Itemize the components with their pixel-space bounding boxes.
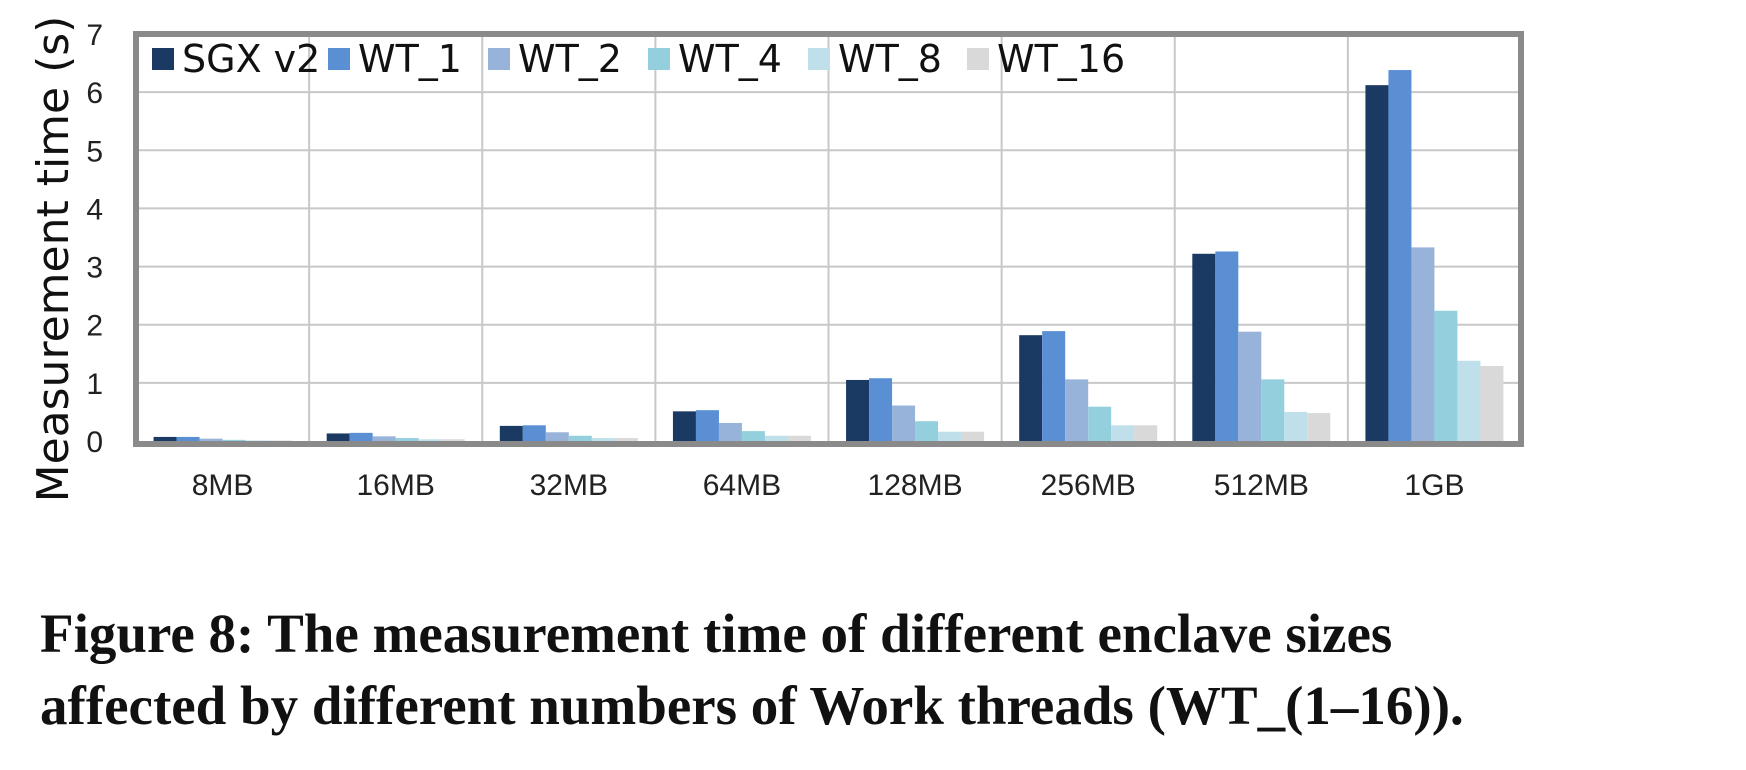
x-tick-label: 32MB <box>530 469 608 502</box>
bar <box>395 438 419 441</box>
legend-swatch <box>328 48 350 70</box>
bar <box>441 439 465 441</box>
y-tick-label: 7 <box>86 19 103 52</box>
legend-swatch <box>967 48 989 70</box>
bar <box>672 411 696 441</box>
legend-entry: WT_1 <box>328 37 462 81</box>
x-tick-label: 512MB <box>1214 469 1309 502</box>
x-tick-label: 1GB <box>1404 469 1464 502</box>
figure-caption: Figure 8: The measurement time of differ… <box>40 598 1720 742</box>
bar <box>222 439 246 441</box>
plot-frame <box>133 31 1524 447</box>
bar <box>1088 406 1112 441</box>
bar <box>869 378 893 441</box>
bar <box>1261 379 1285 441</box>
bar <box>695 410 719 441</box>
bar <box>1480 365 1504 441</box>
bars <box>153 70 1504 441</box>
bar <box>245 440 269 441</box>
legend-entry: SGX v2 <box>152 37 320 81</box>
bar <box>1215 251 1239 441</box>
bar <box>176 436 200 441</box>
bar <box>1042 331 1066 441</box>
x-tick-label: 64MB <box>703 469 781 502</box>
bar <box>1111 425 1135 441</box>
bar <box>961 431 985 441</box>
bar <box>372 436 396 441</box>
legend-entry: WT_16 <box>967 37 1125 81</box>
bar <box>1192 253 1216 441</box>
bar <box>326 433 350 441</box>
bar <box>1411 247 1435 441</box>
y-tick-label: 0 <box>86 426 103 459</box>
y-tick-label: 6 <box>86 77 103 110</box>
bar <box>892 405 916 441</box>
x-tick-labels: 8MB 16MB 32MB 64MB 128MB 256MB 512MB 1GB <box>192 469 1465 502</box>
y-tick-label: 2 <box>86 310 103 343</box>
bar <box>938 431 962 441</box>
bar <box>591 438 615 441</box>
bar <box>1434 310 1458 441</box>
legend-label: WT_1 <box>358 37 462 81</box>
bar <box>1065 379 1089 441</box>
legend-swatch <box>808 48 830 70</box>
legend-entry: WT_4 <box>648 37 782 81</box>
y-tick-label: 5 <box>86 135 103 168</box>
legend-entry: WT_8 <box>808 37 942 81</box>
caption-line-1: Figure 8: The measurement time of differ… <box>40 603 1393 664</box>
y-tick-label: 1 <box>86 368 103 401</box>
bar <box>614 438 638 441</box>
bar <box>787 435 811 441</box>
bar <box>915 421 939 441</box>
bar <box>1238 331 1262 441</box>
bar <box>1457 360 1481 441</box>
x-tick-label: 16MB <box>357 469 435 502</box>
bar <box>1284 411 1308 441</box>
bar <box>268 440 292 441</box>
legend-label: WT_16 <box>997 37 1125 81</box>
bar <box>522 425 546 441</box>
bar <box>764 435 788 441</box>
x-tick-label: 128MB <box>868 469 963 502</box>
legend-entry: WT_2 <box>488 37 622 81</box>
y-tick-label: 4 <box>86 193 103 226</box>
caption-line-2: affected by different numbers of Work th… <box>40 675 1464 736</box>
bar <box>199 438 223 441</box>
legend-label: WT_2 <box>518 37 622 81</box>
bar <box>1134 425 1158 441</box>
legend: SGX v2 WT_1 WT_2 WT_4 WT_8 WT_16 <box>152 37 1125 81</box>
bar <box>349 432 373 441</box>
bar <box>741 431 765 441</box>
bar <box>545 432 569 441</box>
y-axis-label: Measurement time (s) <box>28 16 79 503</box>
legend-swatch <box>152 48 174 70</box>
bar <box>153 436 177 441</box>
legend-label: SGX v2 <box>182 37 320 81</box>
legend-swatch <box>488 48 510 70</box>
bar-chart: 0 1 2 3 4 5 6 7 8MB 16MB 32MB 64MB 128MB 256MB 512MB 1… <box>28 16 1524 503</box>
bar <box>499 425 523 441</box>
bar <box>418 439 442 441</box>
bar <box>1307 413 1331 441</box>
y-tick-label: 3 <box>86 252 103 285</box>
bar <box>568 435 592 441</box>
y-tick-labels: 0 1 2 3 4 5 6 7 <box>86 19 103 459</box>
gridlines <box>136 34 1521 441</box>
x-tick-label: 8MB <box>192 469 254 502</box>
legend-label: WT_8 <box>838 37 942 81</box>
x-tick-label: 256MB <box>1041 469 1136 502</box>
bar <box>1365 85 1389 441</box>
bar <box>1388 70 1412 441</box>
bar <box>846 379 870 441</box>
legend-label: WT_4 <box>678 37 782 81</box>
bar <box>1019 335 1043 441</box>
bar <box>718 422 742 441</box>
legend-swatch <box>648 48 670 70</box>
